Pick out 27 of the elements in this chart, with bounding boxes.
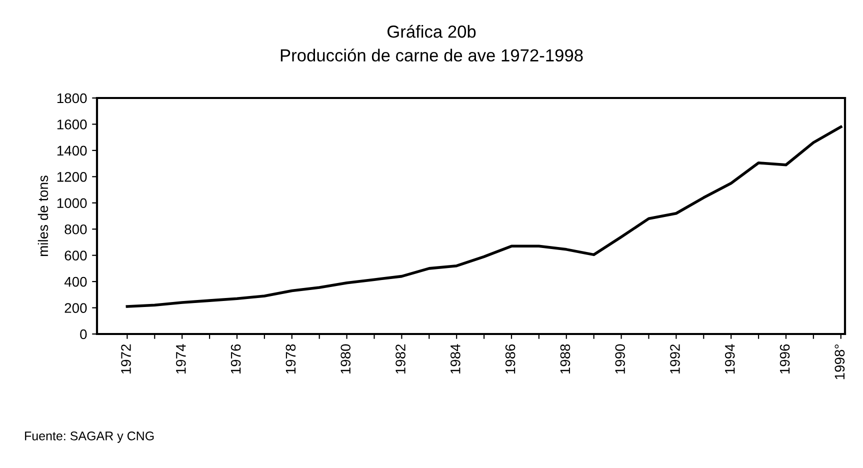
y-tick-label: 1400 — [57, 146, 87, 156]
x-tick-label: 1994 — [724, 344, 735, 374]
x-tick-label: 1990 — [615, 344, 626, 374]
x-tick-label: 1974 — [176, 344, 186, 374]
y-tick-label: 1200 — [57, 172, 87, 182]
x-tick-label: 1986 — [505, 344, 516, 374]
y-tick-label: 1000 — [57, 198, 87, 208]
chart-title: Gráfica 20b Producción de carne de ave 1972-1998 — [280, 24, 583, 62]
source-note: Fuente: SAGAR y CNG — [25, 432, 154, 443]
x-tick-label: 1988 — [560, 344, 570, 374]
x-tick-label: 1982 — [396, 344, 406, 374]
x-tick-label: 1976 — [230, 344, 241, 374]
y-tick-label: 200 — [64, 303, 87, 313]
x-tick-label: 1984 — [450, 344, 460, 374]
y-tick-label: 1600 — [57, 120, 87, 130]
x-tick-label: 1992 — [670, 344, 680, 374]
x-tick-label: 1980 — [340, 344, 351, 374]
y-axis-title: miles de tons — [38, 176, 48, 256]
x-tick-label: 1998° — [834, 344, 845, 380]
y-tick-label: 0 — [80, 329, 87, 340]
y-tick-label: 400 — [64, 276, 87, 287]
y-tick-label: 600 — [64, 250, 87, 261]
x-tick-label: 1978 — [286, 344, 296, 374]
y-tick-label: 1800 — [57, 93, 87, 104]
y-tick-label: 800 — [64, 224, 87, 234]
x-tick-label: 1996 — [780, 344, 790, 374]
x-tick-label: 1972 — [121, 344, 131, 374]
